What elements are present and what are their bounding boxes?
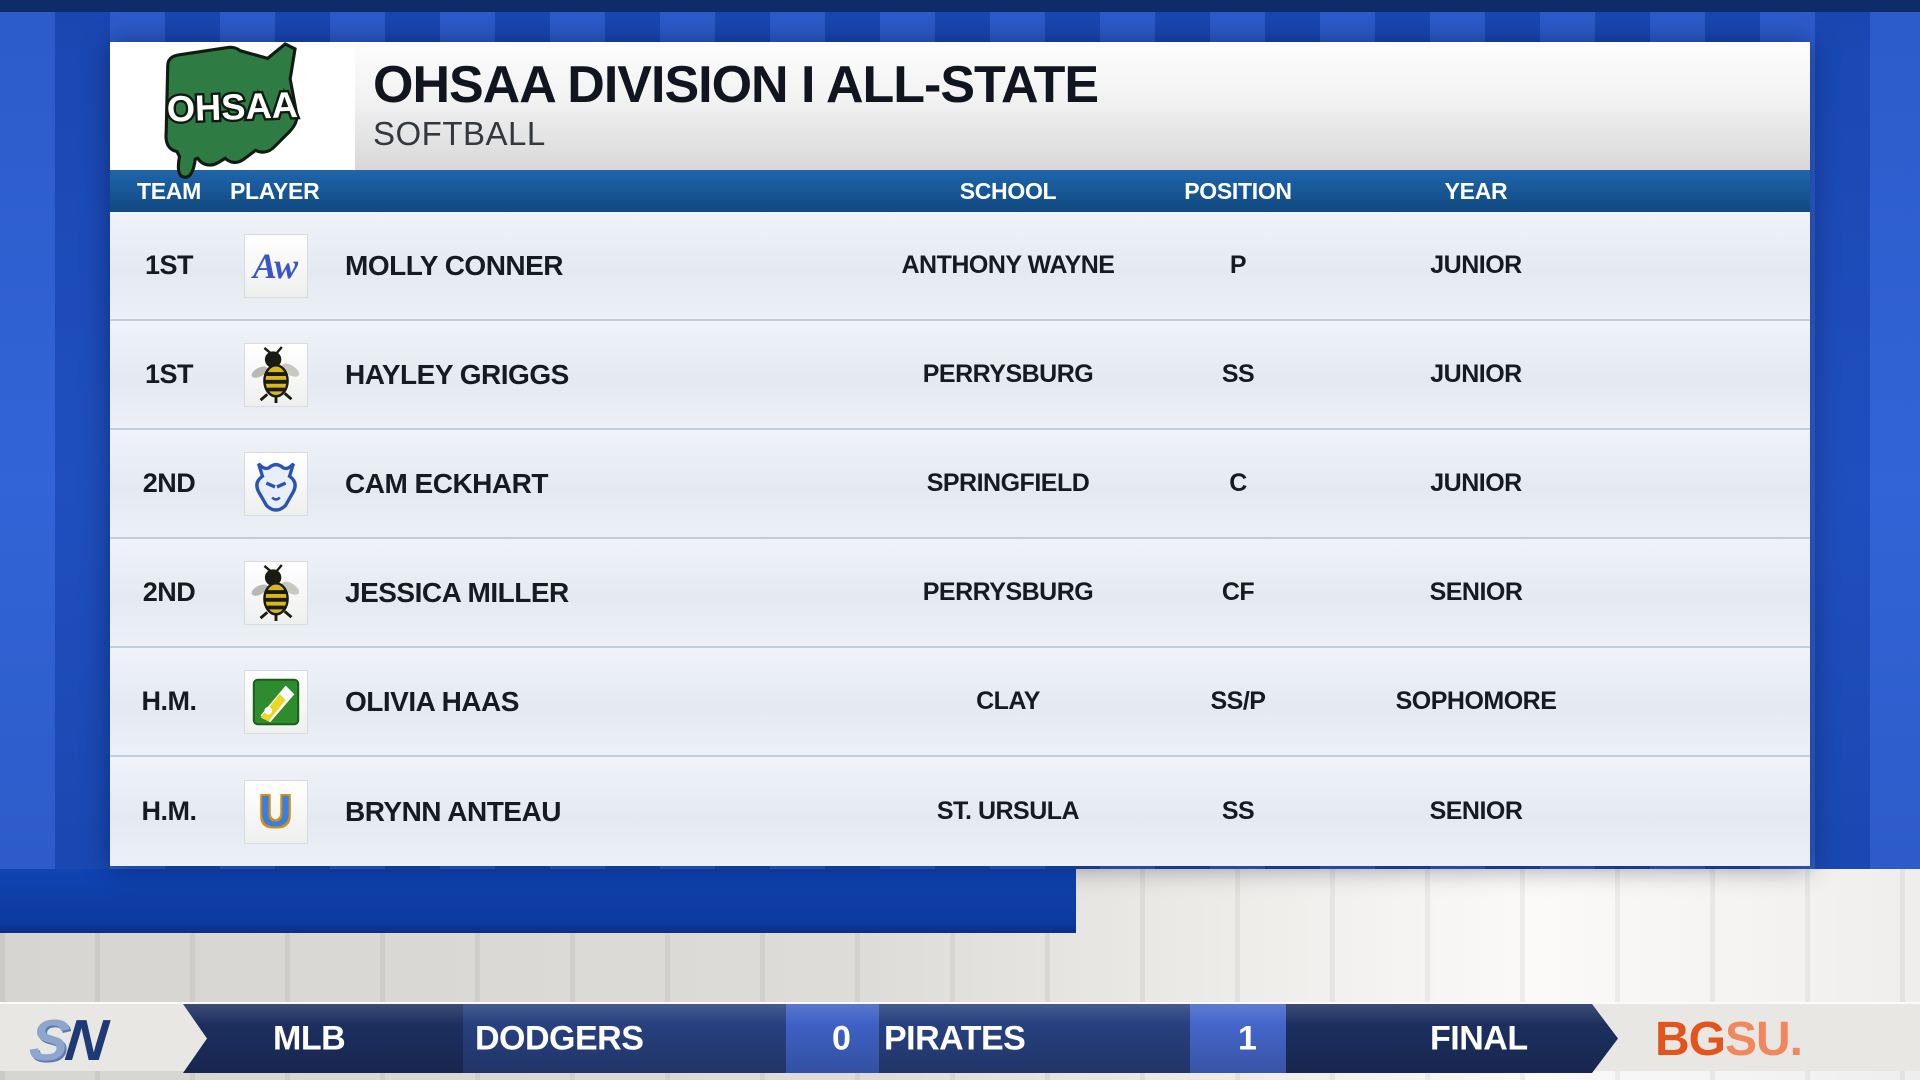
player-year: SENIOR xyxy=(1429,797,1523,825)
table-rows: 1ST Aw MOLLY CONNER ANTHONY WAYNE P JUNI… xyxy=(110,212,1810,866)
page-title: OHSAA DIVISION I ALL-STATE xyxy=(373,56,1099,115)
table-row: 1ST Aw MOLLY CONNER ANTHONY WAYNE P JUNI… xyxy=(110,212,1810,321)
player-name: CAM ECKHART xyxy=(345,467,548,499)
column-header-school: SCHOOL xyxy=(959,177,1057,204)
player-year: SOPHOMORE xyxy=(1395,687,1557,715)
anthony-wayne-logo: Aw xyxy=(243,233,308,298)
table-row: 1ST HAYLEY GRIGGS PERRYSBURG SS JUNIOR xyxy=(110,321,1810,430)
anthony-wayne-monogram: Aw xyxy=(252,245,299,286)
blue-devil-mascot-icon xyxy=(254,462,297,512)
perrysburg-logo xyxy=(243,342,308,407)
player-name: BRYNN ANTEAU xyxy=(345,795,561,827)
sn-logo-n: N xyxy=(62,1008,108,1073)
player-position: CF xyxy=(1221,578,1255,606)
st-ursula-monogram: U xyxy=(259,786,292,836)
column-header-position: POSITION xyxy=(1184,177,1292,204)
lower-blue-band xyxy=(0,869,1076,933)
player-name: JESSICA MILLER xyxy=(345,576,569,608)
player-name: MOLLY CONNER xyxy=(345,249,564,281)
player-year: JUNIOR xyxy=(1430,251,1522,279)
player-position: SS xyxy=(1221,797,1255,825)
column-header-year: YEAR xyxy=(1444,177,1508,204)
title-area: OHSAA DIVISION I ALL-STATE SOFTBALL xyxy=(355,42,1810,170)
logo-cell xyxy=(228,342,323,407)
allstate-panel: OHSAA OHSAA DIVISION I ALL-STATE SOFTBAL… xyxy=(110,42,1810,866)
team-designation: 1ST xyxy=(144,359,194,389)
bgsu-sponsor-logo: BGSU. xyxy=(1655,1012,1803,1067)
player-name: OLIVIA HAAS xyxy=(345,685,519,717)
team-designation: 2ND xyxy=(142,468,196,498)
logo-cell xyxy=(228,669,323,734)
st-ursula-logo: U xyxy=(243,779,308,844)
player-school: ST. URSULA xyxy=(936,797,1080,825)
player-school: PERRYSBURG xyxy=(922,360,1094,388)
table-column-header: TEAM PLAYER SCHOOL POSITION YEAR xyxy=(110,170,1810,212)
logo-cell: U xyxy=(228,779,323,844)
team-designation: H.M. xyxy=(141,796,198,826)
player-position: P xyxy=(1229,251,1247,279)
team-designation: 1ST xyxy=(144,250,194,280)
clay-eagles-icon xyxy=(252,678,299,725)
ticker-away-team: DODGERS xyxy=(475,1019,644,1057)
table-row: 2ND JESSICA MILLER PERRYSBURG CF SENIOR xyxy=(110,539,1810,648)
player-position: SS xyxy=(1221,360,1255,388)
player-year: SENIOR xyxy=(1429,578,1523,606)
perrysburg-logo xyxy=(243,560,308,625)
team-designation: 2ND xyxy=(142,577,196,607)
ticker-home-team: PIRATES xyxy=(884,1019,1026,1057)
player-name: HAYLEY GRIGGS xyxy=(345,358,569,390)
bgsu-logo-su: SU. xyxy=(1725,1013,1803,1066)
player-position: SS/P xyxy=(1210,687,1266,715)
page-subtitle: SOFTBALL xyxy=(373,114,546,152)
ticker-away-score: 0 xyxy=(832,1019,851,1057)
player-year: JUNIOR xyxy=(1430,469,1522,497)
logo-cell xyxy=(228,451,323,516)
player-school: CLAY xyxy=(976,687,1040,715)
ohsaa-logo: OHSAA xyxy=(110,42,355,179)
sn-network-logo: SN xyxy=(26,1007,108,1074)
yellowjacket-mascot-icon xyxy=(251,345,299,403)
player-position: C xyxy=(1229,469,1247,497)
table-row: 2ND CAM ECKHART SPRINGFIELD C JUNIOR xyxy=(110,430,1810,539)
table-row: H.M. OLIVIA HAAS CLAY SS/P SOPHOMORE xyxy=(110,648,1810,757)
top-navy-strip xyxy=(0,0,1920,12)
ticker-league: MLB xyxy=(273,1019,346,1057)
bgsu-logo-bg: BG xyxy=(1655,1013,1726,1066)
logo-cell xyxy=(228,560,323,625)
player-school: PERRYSBURG xyxy=(922,578,1094,606)
ticker-game-status: FINAL xyxy=(1430,1019,1528,1057)
player-school: ANTHONY WAYNE xyxy=(901,251,1115,279)
yellowjacket-mascot-icon xyxy=(251,563,299,621)
player-year: JUNIOR xyxy=(1430,360,1522,388)
svg-text:OHSAA: OHSAA xyxy=(166,84,298,130)
springfield-logo xyxy=(243,451,308,516)
ticker-bar: MLB DODGERS 0 PIRATES 1 FINAL xyxy=(183,1004,1618,1073)
column-header-player: PLAYER xyxy=(230,177,320,204)
ohio-state-shape-icon: OHSAA xyxy=(164,42,301,179)
table-row: H.M. U BRYNN ANTEAU ST. URSULA SS SENIOR xyxy=(110,757,1810,866)
clay-logo xyxy=(243,669,308,734)
score-ticker: SN MLB DODGERS 0 PIRATES 1 FINAL BGSU. xyxy=(0,1002,1920,1074)
team-designation: H.M. xyxy=(141,686,198,716)
panel-header: OHSAA OHSAA DIVISION I ALL-STATE SOFTBAL… xyxy=(110,42,1810,179)
column-header-team: TEAM xyxy=(137,177,201,204)
player-school: SPRINGFIELD xyxy=(926,469,1090,497)
logo-cell: Aw xyxy=(228,233,323,298)
ticker-home-score: 1 xyxy=(1238,1019,1257,1057)
